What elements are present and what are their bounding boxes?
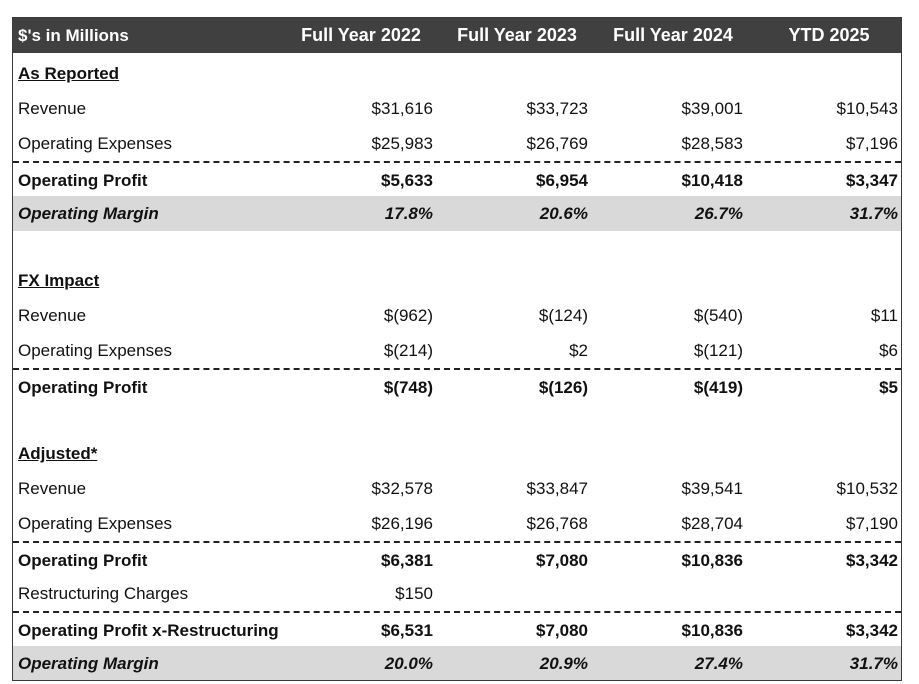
cell-value: $28,704: [681, 514, 743, 533]
table-row-revenue: Revenue $(962) $(124) $(540) $11: [13, 298, 901, 333]
financial-table: $'s in Millions Full Year 2022 Full Year…: [12, 17, 902, 681]
cell-value: 27.4%: [694, 654, 743, 673]
cell-value: $26,769: [526, 134, 588, 153]
table-row-operating-margin: Operating Margin 20.0% 20.9% 27.4% 31.7%: [13, 646, 901, 680]
section-title: Adjusted*: [18, 444, 98, 463]
cell-value: 20.6%: [539, 204, 588, 223]
section-title: As Reported: [18, 64, 120, 83]
cell-value: $(121): [693, 341, 743, 360]
cell-value: 31.7%: [849, 204, 898, 223]
table-row-revenue: Revenue $32,578 $33,847 $39,541 $10,532: [13, 471, 901, 506]
cell-value: $(962): [383, 306, 433, 325]
cell-value: $7,196: [846, 134, 898, 153]
cell-value: $(540): [693, 306, 743, 325]
cell-value: $(748): [383, 378, 433, 397]
header-col-fy2024: Full Year 2024: [613, 25, 733, 45]
cell-value: $33,847: [526, 479, 588, 498]
table-header-row: $'s in Millions Full Year 2022 Full Year…: [13, 18, 901, 53]
cell-value: $3,342: [846, 551, 898, 570]
cell-value: $31,616: [371, 99, 433, 118]
cell-value: $39,001: [681, 99, 743, 118]
cell-value: $3,347: [846, 171, 898, 190]
cell-value: $150: [395, 584, 433, 603]
table-row-operating-expenses: Operating Expenses $(214) $2 $(121) $6: [13, 333, 901, 368]
cell-value: 31.7%: [849, 654, 898, 673]
row-label: Restructuring Charges: [18, 584, 189, 603]
row-label: Operating Expenses: [18, 341, 173, 360]
table-row-operating-profit: Operating Profit $5,633 $6,954 $10,418 $…: [13, 161, 901, 196]
cell-value: $7,190: [846, 514, 898, 533]
cell-value: $39,541: [681, 479, 743, 498]
row-label: Operating Margin: [18, 654, 159, 673]
row-label: Operating Expenses: [18, 514, 173, 533]
cell-value: $26,768: [526, 514, 588, 533]
cell-value: $28,583: [681, 134, 743, 153]
row-label: Operating Profit x-Restructuring: [18, 621, 279, 640]
section-title: FX Impact: [18, 271, 100, 290]
cell-value: $6,954: [536, 171, 588, 190]
cell-value: $6,381: [381, 551, 433, 570]
row-label: Operating Margin: [18, 204, 159, 223]
cell-value: $(214): [383, 341, 433, 360]
row-label: Operating Expenses: [18, 134, 173, 153]
cell-value: $10,418: [681, 171, 743, 190]
table-row-operating-expenses: Operating Expenses $26,196 $26,768 $28,7…: [13, 506, 901, 541]
cell-value: 20.9%: [539, 654, 588, 673]
header-col-ytd2025: YTD 2025: [788, 25, 870, 45]
row-label: Operating Profit: [18, 171, 148, 190]
cell-value: $10,543: [836, 99, 898, 118]
section-as-reported: As Reported: [13, 56, 901, 91]
cell-value: $6,531: [381, 621, 433, 640]
cell-value: $(126): [538, 378, 588, 397]
cell-value: $10,532: [836, 479, 898, 498]
row-label: Revenue: [18, 99, 87, 118]
header-units-label: $'s in Millions: [18, 26, 129, 45]
table-row-operating-profit-x-restructuring: Operating Profit x-Restructuring $6,531 …: [13, 611, 901, 646]
cell-value: $32,578: [371, 479, 433, 498]
cell-value: [788, 576, 898, 611]
table-row-restructuring-charges: Restructuring Charges $150: [13, 576, 901, 611]
row-label: Operating Profit: [18, 378, 148, 397]
cell-value: 17.8%: [384, 204, 433, 223]
cell-value: $(124): [538, 306, 588, 325]
section-adjusted: Adjusted*: [13, 436, 901, 471]
row-label: Operating Profit: [18, 551, 148, 570]
cell-value: $33,723: [526, 99, 588, 118]
row-label: Revenue: [18, 479, 87, 498]
cell-value: 20.0%: [384, 654, 433, 673]
cell-value: 26.7%: [694, 204, 743, 223]
table-row-operating-margin: Operating Margin 17.8% 20.6% 26.7% 31.7%: [13, 196, 901, 231]
cell-value: [633, 576, 743, 611]
header-col-fy2023: Full Year 2023: [457, 25, 577, 45]
table-row-revenue: Revenue $31,616 $33,723 $39,001 $10,543: [13, 91, 901, 126]
cell-value: $7,080: [536, 621, 588, 640]
cell-value: $10,836: [681, 621, 743, 640]
cell-value: $(419): [693, 378, 743, 397]
section-fx-impact: FX Impact: [13, 263, 901, 298]
table-row-operating-profit: Operating Profit $6,381 $7,080 $10,836 $…: [13, 541, 901, 576]
cell-value: $5: [879, 378, 898, 397]
cell-value: $7,080: [536, 551, 588, 570]
cell-value: $2: [569, 341, 588, 360]
cell-value: $11: [870, 306, 898, 325]
table-row-operating-expenses: Operating Expenses $25,983 $26,769 $28,5…: [13, 126, 901, 161]
header-col-fy2022: Full Year 2022: [301, 25, 421, 45]
cell-value: $3,342: [846, 621, 898, 640]
cell-value: $26,196: [371, 514, 433, 533]
cell-value: $5,633: [381, 171, 433, 190]
cell-value: $6: [879, 341, 898, 360]
cell-value: $25,983: [371, 134, 433, 153]
cell-value: [478, 576, 588, 611]
table-row-operating-profit: Operating Profit $(748) $(126) $(419) $5: [13, 368, 901, 403]
cell-value: $10,836: [681, 551, 743, 570]
row-label: Revenue: [18, 306, 87, 325]
